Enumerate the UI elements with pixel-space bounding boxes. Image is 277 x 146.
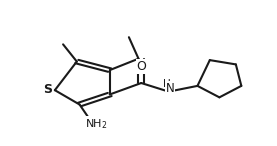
Text: N: N xyxy=(166,81,175,95)
Text: H: H xyxy=(163,79,171,89)
Text: O: O xyxy=(136,60,146,73)
Text: S: S xyxy=(43,83,53,96)
Text: NH$_2$: NH$_2$ xyxy=(85,117,107,131)
